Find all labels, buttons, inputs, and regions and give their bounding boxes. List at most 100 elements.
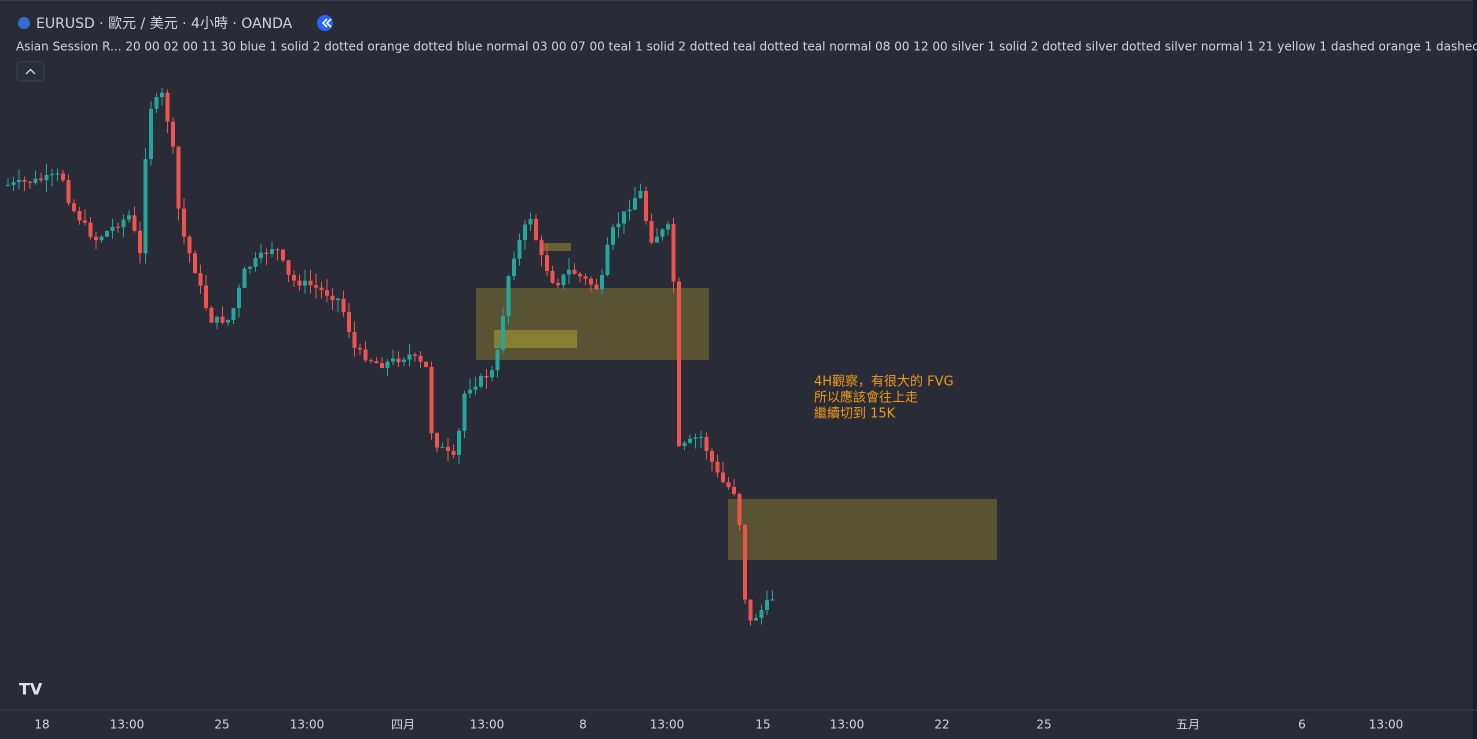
- candle-body: [484, 376, 489, 378]
- candle-body: [94, 236, 98, 241]
- fvg-box: [476, 288, 709, 360]
- candle-body: [556, 282, 560, 286]
- candle-body: [17, 179, 21, 183]
- candle-body: [545, 255, 549, 272]
- tv-logo: TV: [19, 680, 43, 699]
- candle-body: [528, 218, 533, 225]
- candle-body: [160, 92, 164, 98]
- candle-body: [83, 220, 87, 223]
- candle-body: [341, 298, 346, 313]
- candle-body: [737, 493, 742, 525]
- candle-body: [759, 609, 764, 618]
- candle-body: [116, 226, 120, 228]
- candle-body: [550, 271, 555, 283]
- candle-body: [44, 174, 49, 181]
- candle-body: [732, 487, 736, 494]
- candle-body: [473, 386, 478, 390]
- candle-body: [198, 273, 203, 286]
- candle-body: [501, 316, 505, 350]
- candle-body: [187, 236, 192, 254]
- candle-body: [677, 281, 681, 447]
- candle-body: [699, 436, 703, 438]
- candle-body: [143, 159, 148, 254]
- candle-body: [215, 316, 219, 323]
- collapse-icon: [25, 68, 36, 75]
- candle-body: [6, 184, 10, 186]
- candle-body: [660, 229, 665, 237]
- candle-body: [61, 173, 65, 181]
- candle-body: [715, 461, 720, 473]
- candle-body: [220, 316, 225, 323]
- candle-body: [682, 442, 687, 447]
- time-label: 13:00: [290, 718, 325, 732]
- candle-body: [649, 221, 654, 243]
- fvg-box: [728, 499, 997, 560]
- candle-body: [303, 280, 307, 286]
- candle-body: [259, 252, 263, 259]
- candle-body: [347, 312, 351, 333]
- time-label: 8: [579, 718, 587, 732]
- candle-body: [138, 230, 142, 254]
- candle-body: [710, 451, 714, 462]
- candle-body: [688, 438, 692, 443]
- candle-body: [605, 244, 610, 276]
- time-label: 13:00: [830, 718, 865, 732]
- fvg-box-small: [543, 243, 571, 251]
- candle-body: [418, 355, 423, 362]
- replay-button[interactable]: [317, 15, 333, 31]
- candle-body: [231, 308, 236, 320]
- candle-body: [627, 209, 632, 212]
- candle-body: [132, 215, 137, 231]
- candle-body: [66, 180, 71, 204]
- candle-body: [567, 269, 571, 275]
- candle-body: [506, 276, 511, 317]
- candle-body: [270, 249, 274, 254]
- candle-body: [22, 179, 27, 182]
- time-label: 25: [214, 718, 229, 732]
- candle-body: [33, 178, 38, 183]
- candle-body: [539, 239, 544, 256]
- candle-body: [589, 278, 593, 285]
- candle-body: [253, 258, 258, 267]
- candle-body: [402, 359, 406, 363]
- candle-body: [644, 190, 648, 222]
- candle-body: [512, 258, 516, 277]
- candle-body: [666, 224, 670, 230]
- candle-body: [374, 361, 379, 364]
- candle-body: [633, 198, 637, 210]
- candles: [6, 87, 775, 626]
- candle-body: [336, 298, 340, 301]
- candle-body: [770, 599, 775, 601]
- candle-body: [99, 236, 104, 241]
- candle-body: [495, 349, 500, 371]
- candle-body: [380, 363, 384, 369]
- time-label: 四月: [391, 718, 415, 732]
- collapse-button[interactable]: [16, 61, 45, 82]
- candle-body: [171, 121, 175, 147]
- candle-body: [209, 307, 214, 323]
- candle-body: [308, 280, 313, 286]
- candle-body: [424, 361, 428, 367]
- candle-body: [451, 450, 456, 455]
- time-label: 15: [755, 718, 770, 732]
- candle-body: [352, 332, 357, 348]
- candle-body: [242, 268, 247, 288]
- candle-body: [407, 354, 412, 360]
- candle-body: [594, 284, 599, 289]
- candle-body: [275, 249, 280, 251]
- candle-body: [363, 349, 368, 361]
- candle-body: [435, 433, 439, 448]
- candle-body: [462, 393, 467, 431]
- candle-body: [457, 430, 461, 455]
- candle-body: [523, 224, 527, 240]
- candle-body: [611, 227, 615, 245]
- candle-body: [182, 208, 186, 237]
- candle-body: [105, 231, 109, 237]
- candle-body: [391, 358, 395, 362]
- candle-body: [176, 146, 181, 209]
- candle-body: [165, 92, 170, 122]
- candle-body: [413, 354, 417, 356]
